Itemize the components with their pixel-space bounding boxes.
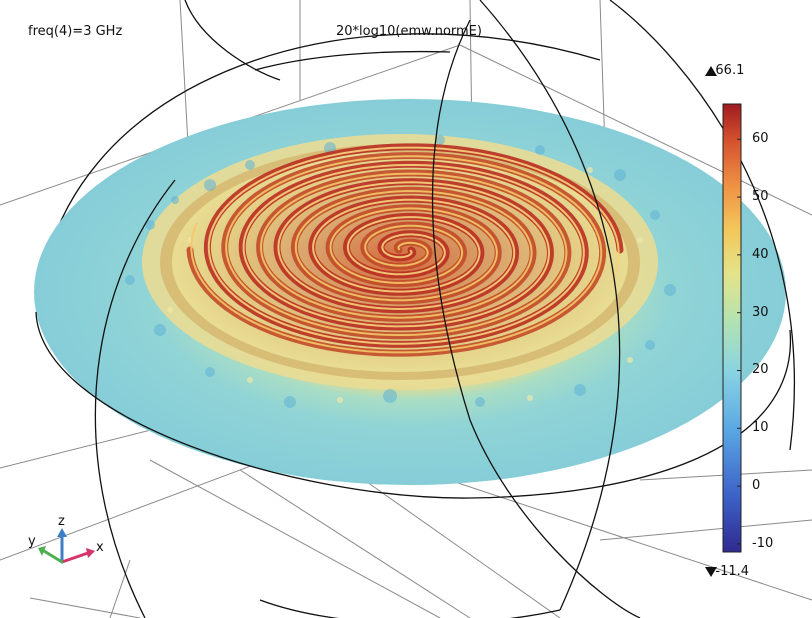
spiral-arm [190, 155, 603, 354]
colorbar-min-text: -11.4 [715, 564, 750, 579]
bounding-arcs-front [35, 0, 795, 618]
spiral-arm [207, 146, 620, 345]
x-axis-arrow [60, 551, 90, 564]
colorbar-min-value: -11.4 [703, 564, 749, 579]
parameter-label: freq(4)=3 GHz [28, 24, 123, 39]
y-axis-arrow [42, 549, 64, 564]
colorbar-tick-label: 20 [752, 362, 769, 378]
x-axis-label: x [96, 540, 104, 555]
colorbar-tick-label: -10 [752, 535, 774, 551]
spiral-arm [186, 152, 607, 357]
min-triangle-icon [705, 567, 717, 577]
max-triangle-icon [705, 66, 717, 76]
colorbar-tick-label: 30 [752, 304, 769, 320]
colorbar-gradient [722, 103, 742, 553]
spiral-ridges [186, 143, 624, 357]
bounding-arcs-back [39, 33, 601, 301]
colorbar-max-value: 66.1 [703, 63, 744, 78]
colorbar-tick-label: 40 [752, 246, 769, 262]
axes-triad [38, 528, 95, 564]
y-axis-label: y [28, 534, 36, 549]
colorbar-max-text: 66.1 [715, 63, 745, 78]
colorbar-tick-label: 50 [752, 189, 769, 205]
spiral-arm [203, 143, 624, 348]
expression-label: 20*log10(emw.normE) [336, 24, 482, 39]
colorbar-tick-label: 60 [752, 131, 769, 147]
colorbar [705, 66, 742, 577]
colorbar-tick-label: 0 [752, 478, 761, 494]
colorbar-tick-label: 10 [752, 420, 769, 436]
z-axis-label: z [58, 514, 65, 529]
